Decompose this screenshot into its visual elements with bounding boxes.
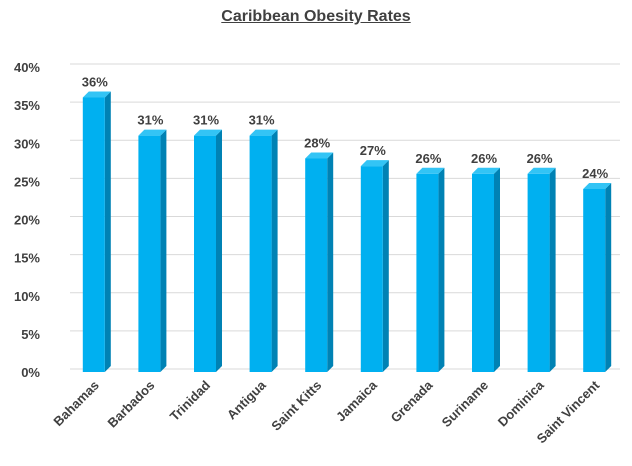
y-tick-label: 40% xyxy=(14,60,40,75)
x-tick-label: Saint Kitts xyxy=(268,378,324,434)
bar-side xyxy=(160,129,167,372)
bar-side xyxy=(605,183,612,372)
bar-side xyxy=(438,167,445,372)
bar xyxy=(416,173,439,372)
y-tick-label: 15% xyxy=(14,251,40,266)
bar-top xyxy=(138,129,167,136)
y-tick-label: 5% xyxy=(21,327,40,342)
bar-side xyxy=(549,167,556,372)
bar xyxy=(249,135,272,372)
data-label: 26% xyxy=(471,151,497,166)
bar xyxy=(472,173,494,372)
y-tick-label: 20% xyxy=(14,213,40,228)
bar-top xyxy=(416,167,445,174)
data-label: 27% xyxy=(360,143,386,158)
bar xyxy=(583,189,606,372)
x-tick-label: Bahamas xyxy=(50,378,101,429)
x-tick-label: Jamaica xyxy=(333,377,380,424)
data-label: 24% xyxy=(582,166,608,181)
x-tick-label: Grenada xyxy=(388,377,436,425)
bar-side xyxy=(216,129,222,372)
bar-top xyxy=(527,167,556,174)
bar xyxy=(138,135,161,372)
bar-top xyxy=(472,167,500,174)
bar-side xyxy=(104,91,111,372)
bar xyxy=(194,135,216,372)
data-label: 31% xyxy=(137,113,163,128)
x-tick-label: Antigua xyxy=(224,377,269,422)
data-label: 31% xyxy=(193,113,219,128)
y-tick-label: 25% xyxy=(14,174,40,189)
data-label: 28% xyxy=(304,136,330,151)
bar-side xyxy=(494,167,500,372)
bar-top xyxy=(305,152,334,159)
bar xyxy=(82,97,105,372)
x-tick-label: Dominica xyxy=(495,377,548,430)
bar xyxy=(305,158,328,372)
y-tick-label: 30% xyxy=(14,136,40,151)
bar-top xyxy=(360,160,389,167)
x-tick-label: Barbados xyxy=(105,378,158,431)
y-tick-label: 0% xyxy=(21,365,40,380)
bar-side xyxy=(271,129,278,372)
bar-top xyxy=(583,183,612,189)
data-label: 31% xyxy=(249,113,275,128)
y-tick-label: 35% xyxy=(14,98,40,113)
data-label: 26% xyxy=(527,151,553,166)
y-tick-label: 10% xyxy=(14,289,40,304)
bar-side xyxy=(327,152,334,372)
x-tick-label: Suriname xyxy=(439,378,492,431)
bar-top xyxy=(194,129,222,136)
bar-side xyxy=(382,160,389,372)
bar-top xyxy=(249,129,278,136)
bar xyxy=(360,166,383,372)
bar-top xyxy=(82,91,111,98)
bar xyxy=(527,173,550,372)
chart-title: Caribbean Obesity Rates xyxy=(221,8,411,25)
data-label: 36% xyxy=(82,75,108,90)
data-label: 26% xyxy=(415,151,441,166)
x-tick-label: Trinidad xyxy=(167,377,213,423)
